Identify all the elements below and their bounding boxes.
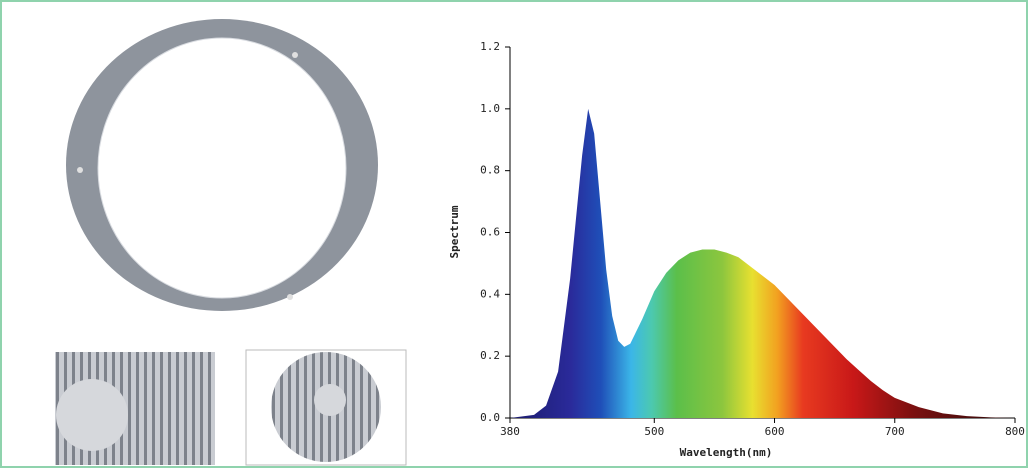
y-tick-label: 0.6 [480, 226, 500, 239]
y-tick-label: 0.4 [480, 287, 500, 300]
x-axis-label: Wavelength(nm) [680, 446, 773, 459]
screw [292, 52, 298, 58]
x-tick-label: 700 [885, 425, 905, 438]
y-tick-label: 1.2 [480, 40, 500, 53]
x-tick-label: 500 [644, 425, 664, 438]
y-tick-label: 0.8 [480, 164, 500, 177]
heatsink-plate [314, 384, 346, 416]
x-tick-label: 380 [500, 425, 520, 438]
y-axis-label: Spectrum [448, 205, 461, 258]
x-tick-label: 600 [765, 425, 785, 438]
screw [287, 294, 293, 300]
x-tick-label: 800 [1005, 425, 1025, 438]
screw [77, 167, 83, 173]
y-tick-label: 1.0 [480, 102, 500, 115]
y-tick-label: 0.0 [480, 411, 500, 424]
lamp-diffuser [97, 37, 347, 299]
y-tick-label: 0.2 [480, 349, 500, 362]
heatsink-plate [56, 379, 128, 451]
spectrum-area [510, 108, 1015, 418]
